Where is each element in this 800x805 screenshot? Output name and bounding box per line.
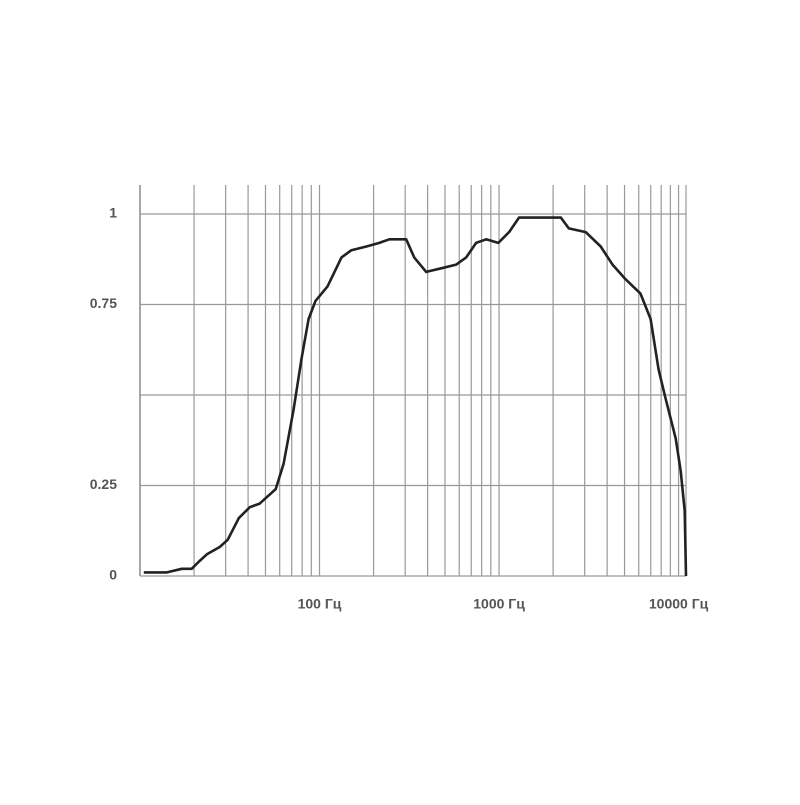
response-line xyxy=(143,216,688,577)
x-tick-label: 10000 Гц xyxy=(649,596,709,612)
y-tick-label: 0.75 xyxy=(90,295,117,311)
y-tick-label: 0.25 xyxy=(90,476,117,492)
y-tick-label: 1 xyxy=(109,205,117,221)
y-tick-label: 0 xyxy=(109,567,117,583)
x-tick-label: 1000 Гц xyxy=(473,596,525,612)
x-tick-label: 100 Гц xyxy=(298,596,342,612)
